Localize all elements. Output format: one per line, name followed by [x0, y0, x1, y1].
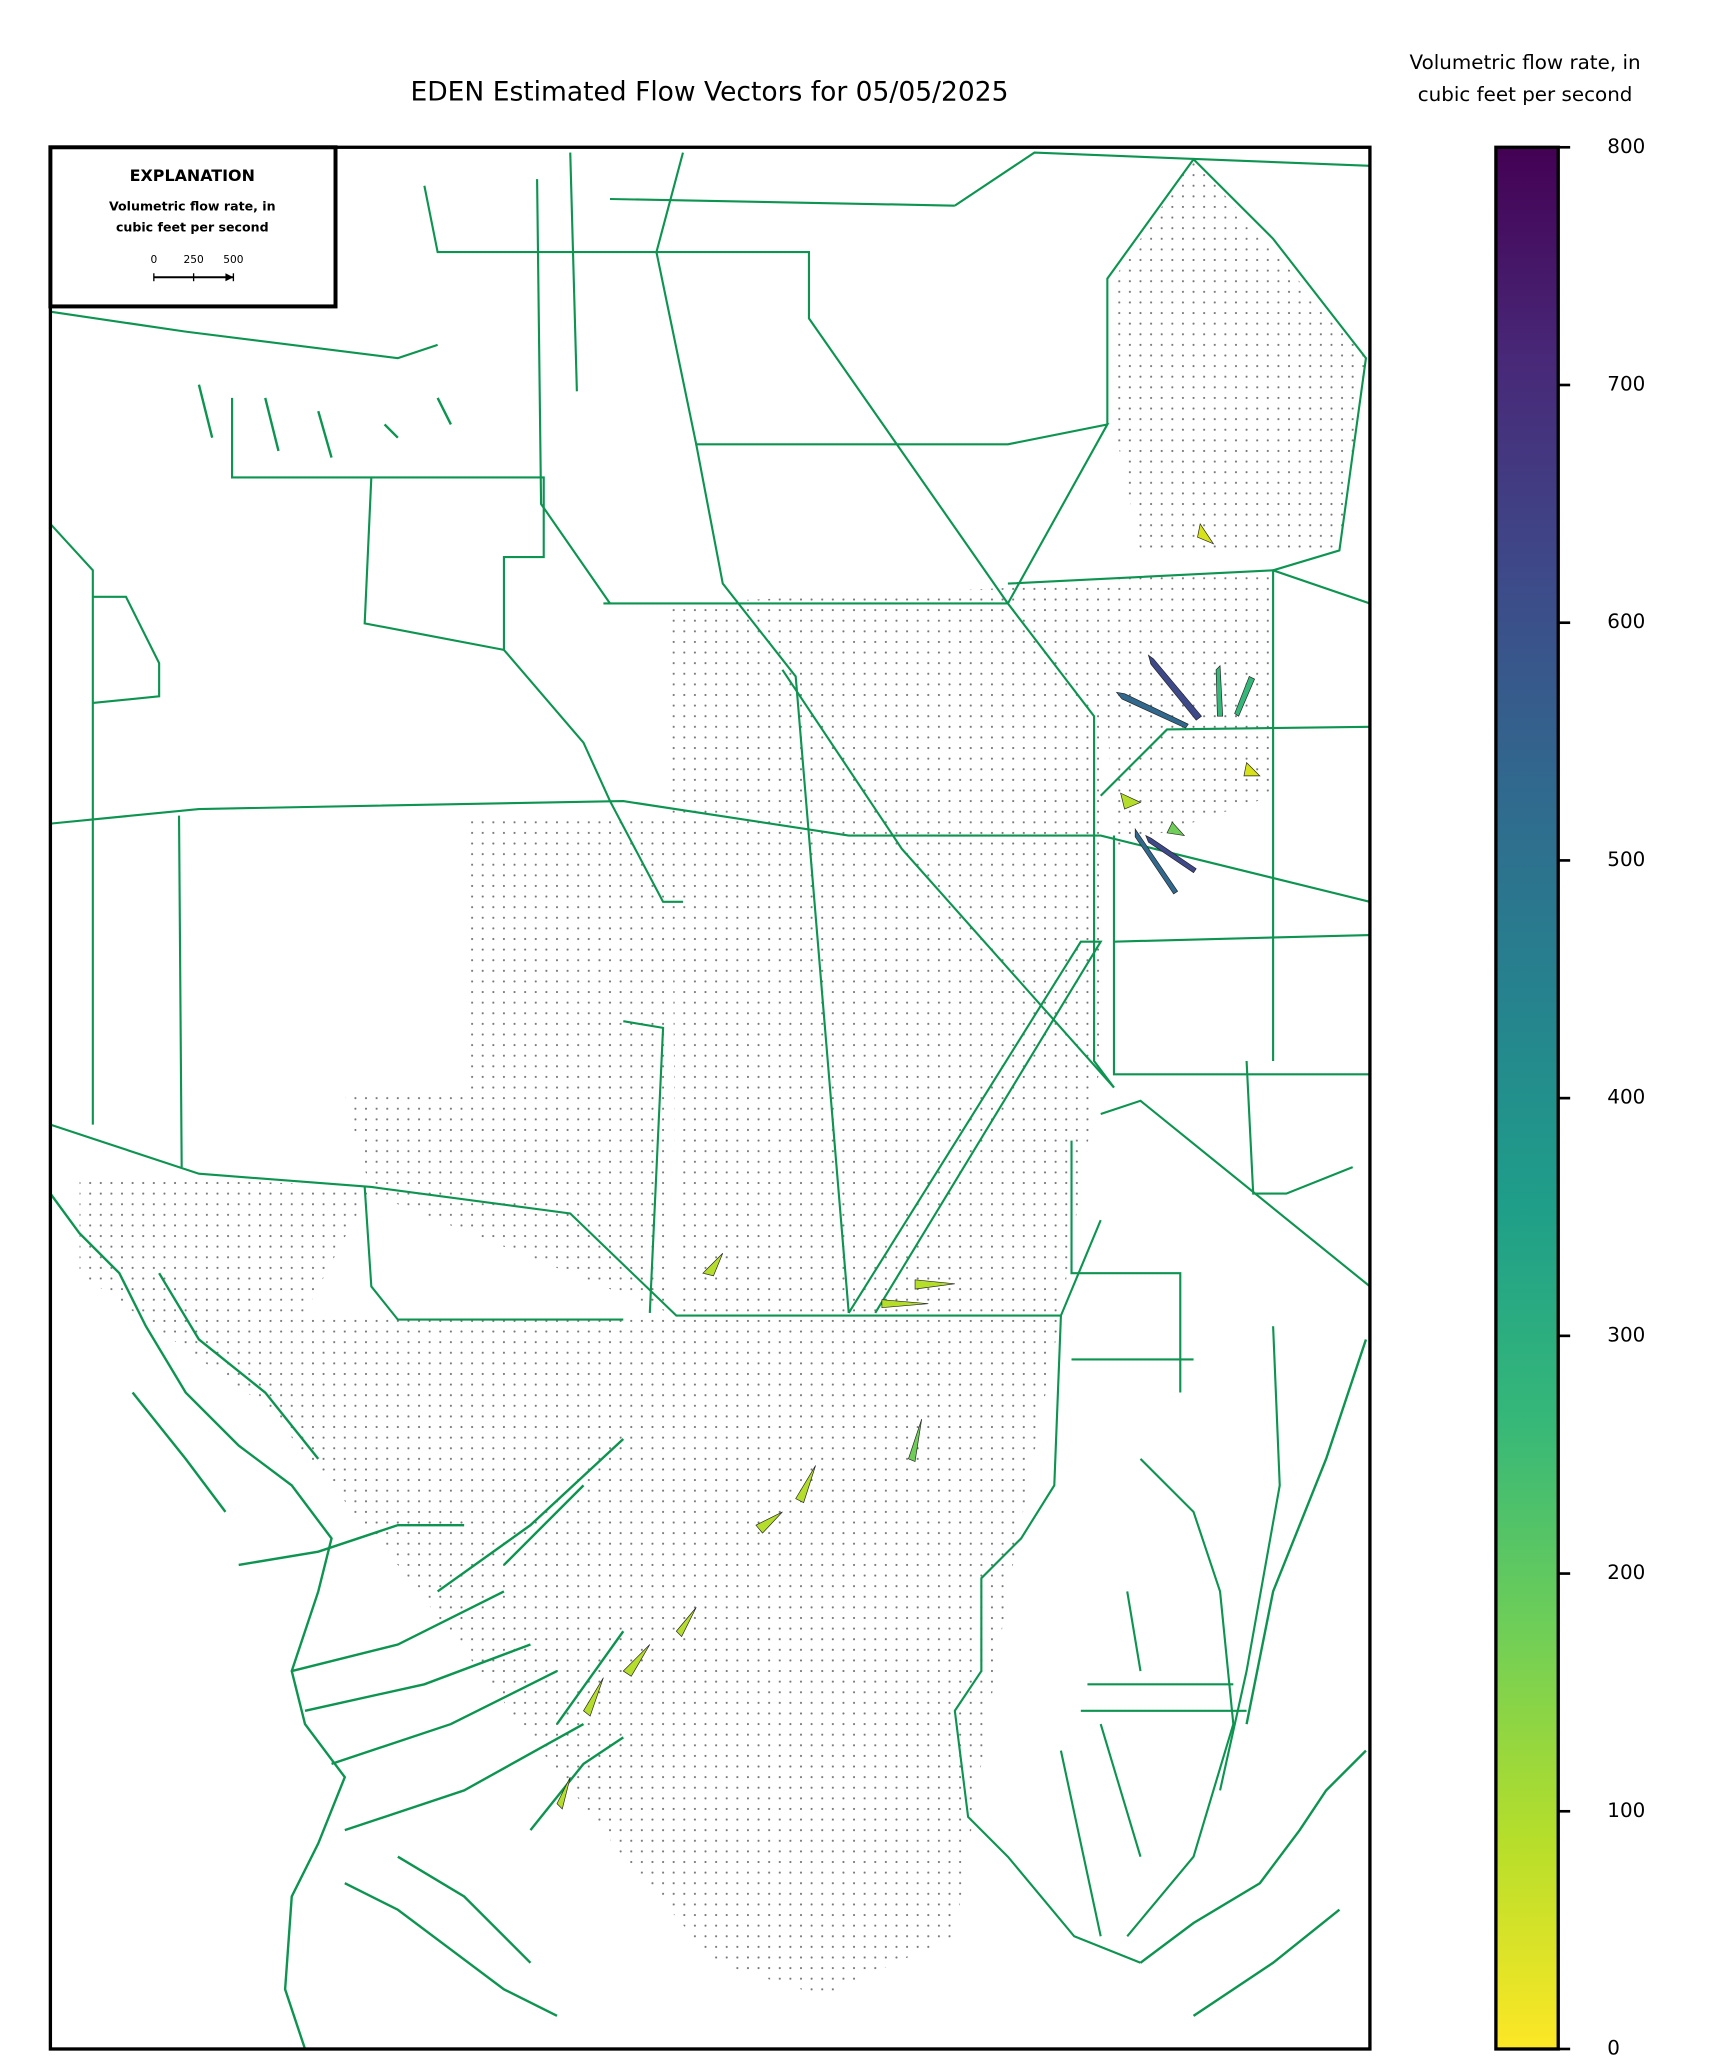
- colorbar-title: cubic feet per second: [1418, 83, 1633, 106]
- scale-tick-label: 250: [184, 254, 204, 266]
- canal: [953, 1315, 1141, 1964]
- coastline: [1139, 1339, 1368, 2017]
- canal: [1112, 835, 1370, 1076]
- coastline: [197, 384, 452, 458]
- coastline: [131, 1272, 465, 1567]
- colorbar-fill: [1495, 147, 1559, 2049]
- colorbar-tick-label: 700: [1607, 372, 1645, 395]
- flow-arrow: [908, 1418, 923, 1462]
- canal: [954, 151, 1370, 207]
- vector-grid: [79, 1173, 1061, 1996]
- map-title: EDEN Estimated Flow Vectors for 05/05/20…: [411, 76, 1009, 107]
- canal: [1071, 1358, 1247, 1712]
- canal: [50, 310, 438, 360]
- flow-arrow: [755, 1511, 783, 1534]
- canal: [363, 1186, 624, 1321]
- colorbar-tick-label: 100: [1607, 1799, 1645, 1822]
- flow-arrow: [1115, 691, 1189, 729]
- canal: [1100, 1099, 1370, 1288]
- flow-arrow: [1234, 675, 1255, 717]
- colorbar-title: Volumetric flow rate, in: [1410, 51, 1641, 74]
- colorbar-tick-label: 800: [1607, 135, 1645, 158]
- canal: [1059, 1591, 1142, 1937]
- flow-arrow: [1215, 665, 1224, 717]
- canal: [423, 185, 657, 254]
- canal: [1106, 157, 1368, 1062]
- canal: [603, 602, 1115, 1089]
- scale-tick-label: 0: [150, 254, 157, 266]
- canal: [1126, 1458, 1235, 1937]
- canal: [655, 152, 1009, 605]
- flow-arrow: [795, 1465, 816, 1504]
- flow-arrow: [1197, 523, 1215, 545]
- explanation-label: Volumetric flow rate, in: [109, 198, 276, 213]
- vector-grid: [344, 815, 670, 1313]
- flow-arrow: [881, 1299, 929, 1309]
- coastline: [344, 1736, 624, 2017]
- colorbar: Volumetric flow rate, in cubic feet per …: [1410, 51, 1646, 2059]
- canal: [1219, 1326, 1281, 1791]
- flow-arrow: [1147, 654, 1202, 721]
- colorbar-tick-label: 0: [1607, 2036, 1620, 2059]
- map: [50, 151, 1370, 2049]
- canal: [695, 444, 850, 1314]
- canal: [231, 397, 545, 652]
- flow-arrow: [1134, 827, 1179, 895]
- coastline: [50, 1192, 347, 2049]
- map-frame: [48, 145, 1372, 2051]
- flow-arrow: [914, 1279, 955, 1290]
- canal: [781, 669, 1115, 1089]
- colorbar-tick-label: 500: [1607, 848, 1645, 871]
- flow-arrow: [622, 1644, 651, 1677]
- scale-tick-label: 500: [223, 254, 243, 266]
- explanation: EXPLANATION Volumetric flow rate, in cub…: [48, 145, 338, 309]
- canal: [1070, 1140, 1182, 1393]
- flow-arrow: [1120, 792, 1142, 810]
- canal: [536, 179, 611, 605]
- vector-grid: [669, 583, 1101, 1313]
- canal: [503, 649, 683, 903]
- canal: [50, 523, 94, 1125]
- coastline: [436, 1438, 625, 1725]
- canal: [623, 1020, 665, 1314]
- canal: [1113, 933, 1370, 943]
- canal: [655, 251, 1110, 604]
- flow-arrow: [583, 1677, 604, 1717]
- flow-arrow: [1243, 761, 1261, 777]
- canal: [92, 595, 161, 704]
- flow-arrow: [702, 1253, 724, 1277]
- canal: [847, 940, 1103, 1314]
- flow-arrow: [556, 1776, 571, 1810]
- vector-grid: [1113, 159, 1366, 551]
- explanation-label: cubic feet per second: [116, 220, 269, 235]
- flow-vectors: [556, 523, 1261, 1810]
- explanation-title: EXPLANATION: [130, 166, 255, 185]
- colorbar-tick-label: 200: [1607, 1561, 1645, 1584]
- canal: [1007, 569, 1370, 605]
- canal: [1245, 1060, 1354, 1195]
- flow-arrow: [675, 1607, 697, 1638]
- canal: [610, 197, 955, 207]
- colorbar-tick-label: 600: [1607, 610, 1645, 633]
- scale-arrowhead: [225, 273, 234, 282]
- flow-arrow: [1145, 834, 1197, 874]
- colorbar-tick-label: 400: [1607, 1086, 1645, 1109]
- colorbar-tick-label: 300: [1607, 1323, 1645, 1346]
- coastline: [291, 1590, 585, 1832]
- canal: [1099, 725, 1370, 797]
- flow-arrow: [1166, 821, 1186, 837]
- canal: [569, 152, 578, 392]
- canal: [177, 815, 183, 1168]
- vector-grid: [1007, 570, 1274, 849]
